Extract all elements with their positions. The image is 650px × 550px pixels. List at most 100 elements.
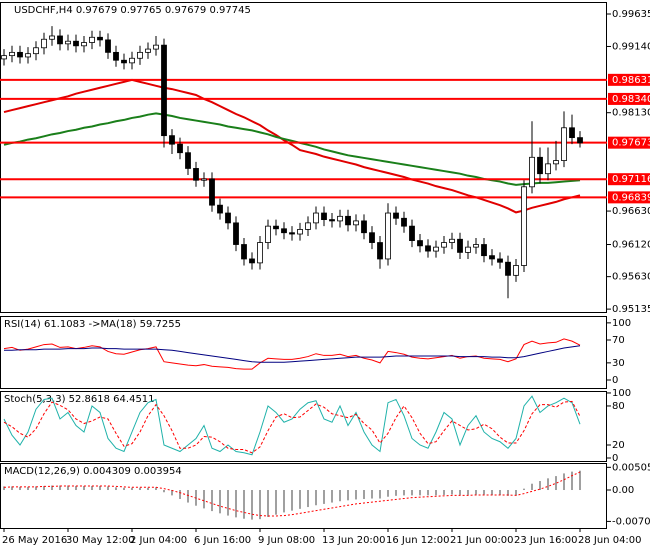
- level-label: 0.96839: [612, 192, 650, 203]
- moving-average: [3, 78, 581, 214]
- candle-body: [209, 178, 215, 206]
- candle-body: [577, 137, 583, 144]
- x-tick-label: 21 Jun 00:00: [450, 535, 514, 546]
- candle-body: [273, 225, 279, 230]
- candle-body: [385, 212, 391, 260]
- candle-body: [225, 212, 231, 224]
- macd-bar: [251, 490, 253, 520]
- macd-bar: [323, 490, 325, 504]
- macd-bar: [51, 485, 53, 491]
- macd-bar: [235, 490, 237, 518]
- candle-body: [305, 222, 311, 230]
- candle-body: [185, 152, 191, 169]
- candle-body: [329, 219, 335, 222]
- level-label-box: [608, 92, 650, 105]
- candle-body: [145, 48, 151, 53]
- level-label-box: [608, 136, 650, 149]
- candle-body: [497, 258, 503, 263]
- macd-bar: [475, 490, 477, 495]
- candle-body: [217, 204, 223, 214]
- macd-bar: [3, 486, 5, 491]
- macd-signal: [3, 471, 581, 517]
- macd-bar: [11, 486, 13, 491]
- macd-bar: [523, 488, 525, 491]
- candle-body: [137, 51, 143, 59]
- panel-title: Stoch(5,3,3) 52.8618 64.4511: [4, 394, 155, 405]
- macd-bar: [187, 490, 189, 503]
- macd-bar: [19, 486, 21, 491]
- y-tick-label: 0.96120: [612, 240, 650, 251]
- macd-bar: [299, 490, 301, 509]
- macd-bar: [539, 481, 541, 491]
- candle-body: [241, 244, 247, 260]
- candle-body: [321, 212, 327, 220]
- candle-body: [193, 168, 199, 181]
- candle-body: [393, 212, 399, 219]
- candle-body: [401, 217, 407, 227]
- candle-body: [97, 36, 103, 41]
- x-tick-label: 2 Jun 04:00: [130, 535, 187, 546]
- level-label: 0.97673: [612, 138, 650, 149]
- candle-body: [481, 244, 487, 257]
- y-tick-label: 0.98130: [612, 108, 650, 119]
- candle-body: [537, 156, 543, 175]
- x-tick-label: 30 May 12:00: [66, 535, 135, 546]
- candle-body: [433, 246, 439, 252]
- macd-bar: [227, 490, 229, 516]
- level-label: 0.98340: [612, 94, 650, 105]
- y-tick-label: 0.005056: [612, 462, 650, 473]
- y-tick-label: 100: [612, 388, 631, 399]
- macd-bar: [147, 487, 149, 491]
- y-tick-label: 0: [612, 453, 618, 464]
- y-tick-label: 0.95135: [612, 304, 650, 315]
- panel-title: USDCHF,H4 0.97679 0.97765 0.97679 0.9774…: [14, 5, 251, 16]
- macd-bar: [259, 490, 261, 520]
- y-tick-label: 0.95630: [612, 272, 650, 283]
- panel-frame: [0, 463, 607, 529]
- macd-bar: [467, 490, 469, 495]
- macd-bar: [291, 490, 293, 511]
- macd-bar: [27, 486, 29, 491]
- macd-bar: [355, 490, 357, 500]
- candle-body: [9, 51, 15, 57]
- level-label: 0.97116: [612, 174, 650, 185]
- candle-body: [553, 160, 559, 165]
- macd-bar: [91, 485, 93, 491]
- candle-body: [489, 255, 495, 260]
- macd-bar: [363, 490, 365, 499]
- macd-bar: [403, 490, 405, 496]
- level-label: 0.98631: [612, 75, 650, 86]
- candle-body: [521, 186, 527, 266]
- candle-body: [153, 44, 159, 50]
- x-tick-label: 23 Jun 16:00: [514, 535, 578, 546]
- x-tick-label: 9 Jun 08:00: [258, 535, 315, 546]
- candle-body: [441, 242, 447, 248]
- indicator-line: [3, 400, 581, 454]
- candle-body: [361, 220, 367, 234]
- macd-bar: [379, 490, 381, 499]
- candle-body: [505, 261, 511, 276]
- y-tick-label: 80: [612, 401, 625, 412]
- macd-bar: [459, 490, 461, 495]
- macd-bar: [555, 476, 557, 491]
- candle-body: [409, 225, 415, 241]
- macd-bar: [563, 473, 565, 491]
- y-tick-label: 0.99635: [612, 9, 650, 20]
- macd-bar: [171, 490, 173, 496]
- macd-bar: [531, 483, 533, 491]
- candle-body: [249, 258, 255, 264]
- macd-bar: [315, 490, 317, 506]
- candle-body: [17, 51, 23, 58]
- candle-body: [161, 44, 167, 137]
- x-tick-label: 26 May 2016: [2, 535, 67, 546]
- macd-bar: [59, 485, 61, 491]
- y-tick-label: 0.96630: [612, 206, 650, 217]
- macd-bar: [35, 486, 37, 491]
- candle-body: [257, 242, 263, 264]
- macd-bar: [507, 490, 509, 496]
- level-label-box: [608, 173, 650, 186]
- candle-body: [65, 40, 71, 45]
- macd-bar: [267, 490, 269, 517]
